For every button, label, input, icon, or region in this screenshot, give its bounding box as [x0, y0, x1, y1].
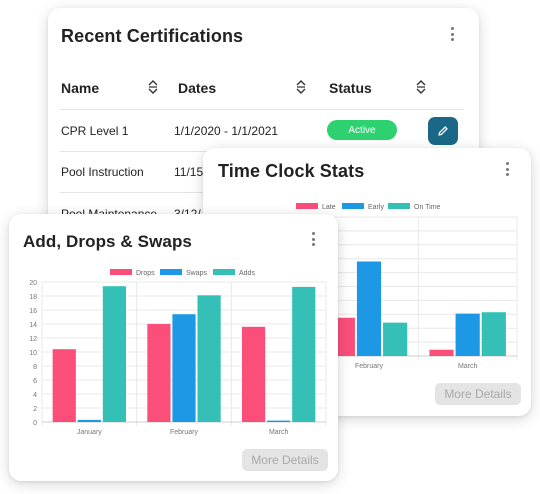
edit-button[interactable] — [428, 117, 458, 145]
sort-icon[interactable] — [295, 80, 307, 94]
chart-bar — [52, 349, 76, 422]
more-options-icon[interactable] — [502, 160, 512, 178]
chart-bar — [197, 295, 221, 422]
cert-name: CPR Level 1 — [61, 124, 129, 138]
chart-bar — [267, 420, 291, 422]
column-header-status[interactable]: Status — [329, 80, 372, 96]
card-title: Recent Certifications — [61, 26, 244, 46]
chart-bar — [292, 286, 316, 422]
y-tick-label: 16 — [29, 308, 37, 315]
sort-icon[interactable] — [147, 80, 159, 94]
x-tick-label: March — [458, 363, 478, 370]
chart-bar — [147, 324, 171, 422]
chart-bar — [455, 313, 480, 356]
more-options-icon[interactable] — [447, 25, 457, 43]
y-tick-label: 18 — [29, 294, 37, 301]
y-tick-label: 6 — [33, 378, 37, 385]
cert-dates: 1/1/2020 - 1/1/2021 — [174, 124, 279, 138]
legend-label: Swaps — [186, 270, 208, 277]
legend-swatch — [296, 203, 318, 209]
y-tick-label: 4 — [33, 392, 37, 399]
legend-label: Early — [368, 204, 384, 211]
chart-bar — [383, 322, 408, 356]
column-header-name[interactable]: Name — [61, 80, 100, 96]
chart-bar — [241, 326, 266, 422]
y-tick-label: 2 — [33, 406, 37, 413]
row-divider — [60, 109, 464, 110]
chart-bar — [102, 286, 127, 422]
y-tick-label: 14 — [29, 322, 37, 329]
legend-swatch — [110, 269, 132, 275]
x-tick-label: January — [77, 429, 102, 436]
cert-name: Pool Instruction — [61, 165, 144, 179]
sort-icon[interactable] — [415, 80, 427, 94]
add-drops-swaps-chart: 0 2 4 6 8 10 12 14 16 18 20 January February March Dro… — [29, 269, 327, 436]
column-header-dates[interactable]: Dates — [178, 80, 217, 96]
legend-label: Drops — [136, 270, 155, 277]
legend-label: Adds — [239, 270, 255, 277]
legend-swatch — [213, 269, 235, 275]
y-tick-label: 0 — [33, 420, 37, 427]
more-details-button[interactable]: More Details — [242, 449, 328, 471]
legend-label: Late — [322, 204, 336, 211]
chart-bar — [172, 314, 196, 422]
y-tick-label: 8 — [33, 364, 37, 371]
status-badge: Active — [327, 120, 397, 140]
y-tick-label: 10 — [29, 350, 37, 357]
legend-swatch — [388, 203, 410, 209]
chart-bar — [481, 312, 506, 356]
more-options-icon[interactable] — [308, 230, 318, 248]
chart-bar — [77, 419, 101, 422]
cert-dates: 11/15/ — [174, 165, 207, 179]
x-tick-label: February — [170, 429, 199, 436]
card-title: Time Clock Stats — [218, 161, 365, 181]
y-tick-label: 12 — [29, 336, 37, 343]
chart-bar — [429, 349, 454, 356]
pencil-icon — [438, 126, 448, 136]
chart-bar — [356, 261, 382, 356]
add-drops-swaps-card: Add, Drops & Swaps 0 2 4 6 8 10 12 14 16 18 20 Janu… — [9, 214, 338, 481]
more-details-button[interactable]: More Details — [435, 383, 521, 405]
legend-label: On Time — [414, 204, 441, 211]
x-tick-label: February — [355, 363, 384, 370]
card-title: Add, Drops & Swaps — [23, 232, 192, 251]
y-tick-label: 20 — [29, 280, 37, 287]
x-tick-label: March — [269, 429, 289, 436]
legend-swatch — [342, 203, 364, 209]
legend-swatch — [160, 269, 182, 275]
